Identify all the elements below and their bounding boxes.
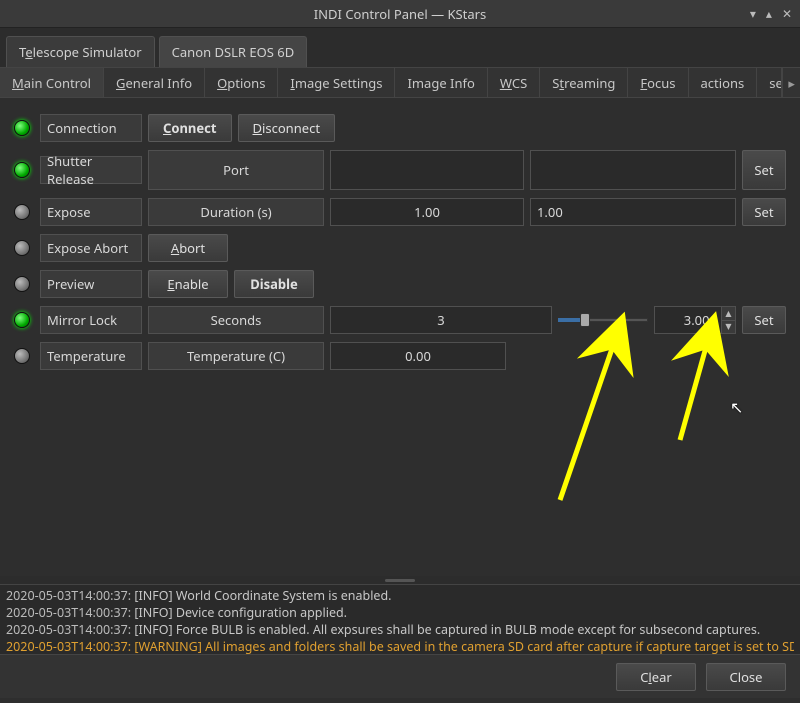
spin-down-icon[interactable]: ▼ [722,321,735,334]
label-expose-abort: Expose Abort [40,234,142,262]
clear-button[interactable]: Clear [616,663,696,691]
maximize-icon[interactable]: ▴ [766,5,772,22]
connect-button[interactable]: Connect [148,114,232,142]
led-mirror [14,312,30,328]
log-line: 2020-05-03T14:00:37: [INFO] Force BULB i… [6,621,794,638]
enable-preview-button[interactable]: Enable [148,270,228,298]
tab-streaming[interactable]: Streaming [540,68,628,97]
titlebar: INDI Control Panel — KStars ▾ ▴ ✕ [0,0,800,28]
mirror-value-display: 3 [330,306,552,334]
device-tab-telescope-sim[interactable]: Telescope Simulator [6,36,155,67]
row-connection: Connection Connect Disconnect [14,112,786,144]
tab-wcs[interactable]: WCS [488,68,540,97]
log-line: 2020-05-03T14:00:37: [INFO] World Coordi… [6,587,794,604]
abort-button[interactable]: Abort [148,234,228,262]
log-line: 2020-05-03T14:00:37: [INFO] Device confi… [6,604,794,621]
tab-image-info[interactable]: Image Info [395,68,487,97]
device-tab-canon-eos-6d[interactable]: Canon DSLR EOS 6D [159,36,308,67]
label-seconds: Seconds [148,306,324,334]
label-expose: Expose [40,198,142,226]
window-controls: ▾ ▴ ✕ [750,5,792,22]
row-mirror-lock: Mirror Lock Seconds 3 ▲▼ Set [14,304,786,336]
label-temperature-c: Temperature (C) [148,342,324,370]
label-mirror-lock: Mirror Lock [40,306,142,334]
expose-input[interactable] [530,198,736,226]
row-preview: Preview Enable Disable [14,268,786,300]
tab-general-info[interactable]: General Info [104,68,205,97]
label-connection: Connection [40,114,142,142]
tab-actions[interactable]: actions [689,68,758,97]
set-shutter-button[interactable]: Set [742,150,786,190]
led-connection [14,120,30,136]
tab-main-control[interactable]: Main Control [0,68,104,97]
close-button[interactable]: Close [706,663,786,691]
mirror-slider[interactable] [558,317,648,323]
label-port: Port [148,150,324,190]
port-input[interactable] [530,150,736,190]
label-shutter: Shutter Release [40,156,142,184]
tab-settings[interactable]: settings [757,68,782,97]
device-tabs: Telescope Simulator Canon DSLR EOS 6D [0,28,800,68]
disable-preview-button[interactable]: Disable [234,270,314,298]
minimize-icon[interactable]: ▾ [750,5,756,22]
row-shutter-release: Shutter Release Port Set [14,148,786,192]
tab-options[interactable]: Options [205,68,278,97]
log-line: 2020-05-03T14:00:37: [WARNING] All image… [6,638,794,654]
disconnect-button[interactable]: Disconnect [238,114,336,142]
spin-up-icon[interactable]: ▲ [722,307,735,321]
set-expose-button[interactable]: Set [742,198,786,226]
label-temperature: Temperature [40,342,142,370]
expose-value-display: 1.00 [330,198,524,226]
tab-focus[interactable]: Focus [628,68,688,97]
group-tabs: Main Control General Info Options Image … [0,68,800,98]
led-expose [14,204,30,220]
tab-scroll-right-icon[interactable]: ▸ [782,68,800,97]
led-temperature [14,348,30,364]
led-abort [14,240,30,256]
mirror-spin-input[interactable] [654,306,722,334]
row-expose-abort: Expose Abort Abort [14,232,786,264]
tab-image-settings[interactable]: Image Settings [278,68,395,97]
led-preview [14,276,30,292]
label-duration: Duration (s) [148,198,324,226]
mirror-spinbox[interactable]: ▲▼ [654,306,736,334]
row-expose: Expose Duration (s) 1.00 Set [14,196,786,228]
port-value-display [330,150,524,190]
row-temperature: Temperature Temperature (C) 0.00 [14,340,786,372]
label-preview: Preview [40,270,142,298]
splitter-handle[interactable] [0,576,800,584]
log-panel: 2020-05-03T14:00:37: [INFO] World Coordi… [0,584,800,654]
set-mirror-button[interactable]: Set [742,306,786,334]
footer: Clear Close [0,654,800,698]
temperature-value-display: 0.00 [330,342,506,370]
window-title: INDI Control Panel — KStars [314,5,486,23]
led-shutter [14,162,30,178]
main-control-panel: Connection Connect Disconnect Shutter Re… [0,98,800,576]
close-icon[interactable]: ✕ [782,5,792,22]
